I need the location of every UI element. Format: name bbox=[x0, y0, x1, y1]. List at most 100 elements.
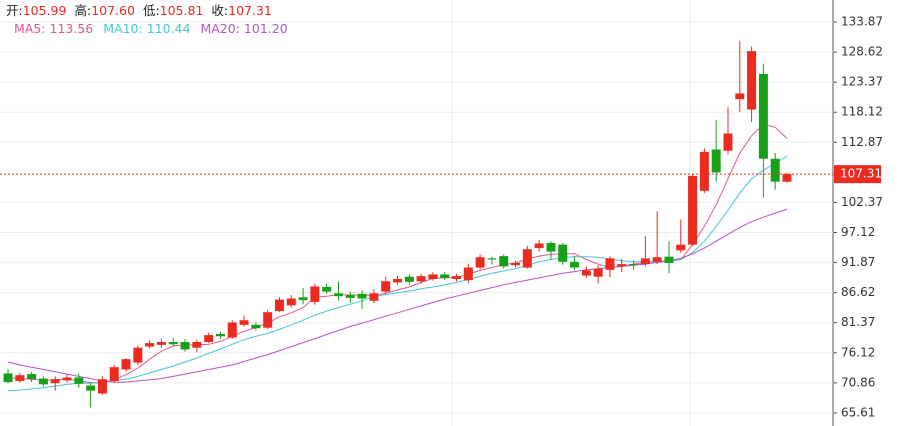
candle-body bbox=[735, 93, 745, 100]
header-text: 107.31 bbox=[228, 3, 272, 18]
candle-body bbox=[676, 244, 686, 251]
candle-body bbox=[263, 312, 273, 328]
y-tick-label: 86.62 bbox=[841, 285, 875, 299]
last-price-label: 107.31 bbox=[840, 167, 882, 181]
candle-body bbox=[581, 270, 591, 276]
header-text: 101.20 bbox=[244, 21, 288, 36]
candle-body bbox=[688, 175, 698, 245]
candle-body bbox=[393, 278, 402, 283]
candle-body bbox=[546, 242, 556, 252]
candle-body bbox=[310, 286, 320, 302]
candle-body bbox=[463, 267, 473, 281]
candle-body bbox=[74, 377, 84, 384]
candle-body bbox=[723, 133, 733, 151]
candle-body bbox=[593, 268, 603, 277]
candles bbox=[3, 40, 792, 408]
candle-body bbox=[664, 256, 674, 263]
candle-body bbox=[440, 274, 450, 278]
candle-body bbox=[180, 341, 190, 350]
candle-body bbox=[298, 297, 308, 301]
header-text: MA5: bbox=[14, 21, 46, 36]
candle-body bbox=[286, 298, 296, 306]
candle-body bbox=[109, 367, 119, 381]
candle-body bbox=[239, 320, 249, 325]
candle-body bbox=[251, 324, 261, 329]
header-text: 110.44 bbox=[147, 21, 191, 36]
candle-body bbox=[499, 256, 509, 267]
candle-body bbox=[711, 149, 721, 173]
candle-body bbox=[640, 258, 650, 265]
candle-body bbox=[416, 276, 426, 282]
header-text: MA20: bbox=[200, 21, 239, 36]
candle-body bbox=[133, 347, 143, 363]
candle-body bbox=[38, 378, 48, 385]
candle-body bbox=[570, 261, 580, 268]
candle-body bbox=[15, 375, 25, 381]
y-tick-label: 112.87 bbox=[841, 135, 883, 149]
ma-line bbox=[7, 123, 788, 384]
y-tick-label: 133.87 bbox=[841, 15, 883, 29]
y-tick-label: 97.12 bbox=[841, 225, 875, 239]
ma-line bbox=[7, 208, 788, 383]
y-tick-label: 65.61 bbox=[841, 405, 875, 419]
header-text: 105.81 bbox=[160, 3, 204, 18]
candle-body bbox=[204, 335, 214, 342]
candle-body bbox=[27, 374, 37, 380]
grid bbox=[0, 21, 833, 414]
candle-body bbox=[534, 243, 544, 249]
header-text: 高: bbox=[74, 3, 91, 18]
candle-body bbox=[121, 359, 131, 370]
ohlc-header: 开:105.99 高:107.60 低:105.81 收:107.31 bbox=[6, 3, 272, 18]
candle-body bbox=[699, 151, 709, 191]
candle-body bbox=[156, 341, 166, 345]
candle-body bbox=[369, 293, 379, 301]
candle-body bbox=[62, 377, 72, 381]
candle-body bbox=[629, 264, 639, 266]
candle-body bbox=[770, 158, 780, 182]
candle-body bbox=[511, 262, 521, 266]
candle-body bbox=[333, 293, 343, 297]
candle-body bbox=[475, 257, 485, 268]
candle-body bbox=[86, 385, 96, 391]
candle-body bbox=[487, 258, 497, 260]
header-text: 收: bbox=[211, 3, 228, 18]
candle-body bbox=[97, 379, 107, 394]
y-tick-label: 81.37 bbox=[841, 315, 875, 329]
y-tick-label: 70.86 bbox=[841, 375, 875, 389]
candle-body bbox=[404, 276, 414, 282]
candle-body bbox=[145, 343, 155, 347]
candle-body bbox=[381, 281, 391, 292]
candle-body bbox=[215, 333, 225, 337]
y-tick-label: 76.12 bbox=[841, 345, 875, 359]
candle-body bbox=[227, 322, 237, 338]
candle-body bbox=[274, 299, 284, 312]
candle-body bbox=[782, 174, 792, 182]
candle-body bbox=[747, 51, 757, 110]
y-tick-label: 128.62 bbox=[841, 45, 883, 59]
candle-body bbox=[558, 244, 568, 262]
candle-body bbox=[168, 341, 178, 345]
candle-body bbox=[452, 276, 462, 279]
candle-body bbox=[758, 73, 768, 159]
candle-body bbox=[522, 249, 532, 268]
candle-body bbox=[357, 293, 367, 299]
header-text: 105.99 bbox=[23, 3, 67, 18]
y-tick-label: 118.12 bbox=[841, 105, 883, 119]
y-axis: 133.87 128.62 123.37 118.12 112.87 102.37 97.1… bbox=[0, 15, 883, 419]
header-text: 低: bbox=[143, 3, 160, 18]
candle-body bbox=[192, 341, 202, 348]
candle-body bbox=[50, 379, 60, 384]
candle-body bbox=[617, 264, 627, 267]
candle-body bbox=[3, 373, 13, 383]
y-tick-label: 102.37 bbox=[841, 195, 883, 209]
header-text: 107.60 bbox=[91, 3, 135, 18]
candle-body bbox=[428, 274, 438, 279]
header-text: 开: bbox=[6, 3, 23, 18]
y-tick-label: 123.37 bbox=[841, 75, 883, 89]
header-text: MA10: bbox=[103, 21, 142, 36]
ma-header: MA5: 113.56 MA10: 110.44 MA20: 101.20 bbox=[14, 21, 288, 36]
ma-line bbox=[7, 155, 788, 392]
candle-body bbox=[652, 257, 662, 262]
